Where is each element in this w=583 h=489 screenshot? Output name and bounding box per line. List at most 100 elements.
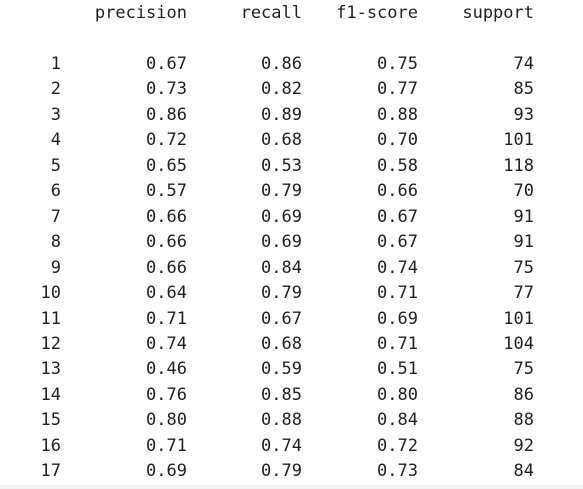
row-label: 16 [40, 435, 61, 456]
recall-value: 0.74 [261, 435, 302, 456]
precision-value: 0.65 [146, 155, 187, 176]
f1-score-value: 0.80 [377, 384, 418, 405]
header-recall: recall [240, 3, 302, 23]
table-row: 13 0.46 0.59 0.51 75 [0, 357, 583, 383]
f1-score-value: 0.66 [377, 181, 418, 202]
row-label: 1 [50, 54, 61, 74]
f1-score-value: 0.84 [377, 410, 418, 431]
support-value: 84 [513, 461, 534, 482]
support-value: 70 [513, 181, 534, 202]
recall-value: 0.88 [261, 410, 302, 431]
f1-score-value: 0.67 [377, 206, 418, 227]
precision-value: 0.66 [146, 232, 187, 253]
f1-score-value: 0.88 [377, 104, 418, 125]
precision-value: 0.69 [146, 461, 187, 482]
recall-value: 0.86 [261, 54, 302, 74]
row-label: 5 [50, 155, 61, 176]
support-value: 118 [503, 155, 534, 176]
table-row: 7 0.66 0.69 0.67 91 [0, 205, 583, 231]
table-row: 11 0.71 0.67 0.69 101 [0, 307, 583, 333]
f1-score-value: 0.71 [377, 333, 418, 354]
f1-score-value: 0.73 [377, 461, 418, 482]
bottom-divider [0, 485, 583, 489]
recall-value: 0.89 [261, 104, 302, 125]
recall-value: 0.68 [261, 130, 302, 151]
table-row: 17 0.69 0.79 0.73 84 [0, 459, 583, 485]
precision-value: 0.86 [146, 104, 187, 125]
precision-value: 0.67 [146, 54, 187, 74]
table-row: 16 0.71 0.74 0.72 92 [0, 434, 583, 460]
table-row: 5 0.65 0.53 0.58 118 [0, 154, 583, 180]
support-value: 93 [513, 104, 534, 125]
recall-value: 0.82 [261, 79, 302, 100]
table-row: 15 0.80 0.88 0.84 88 [0, 408, 583, 434]
row-label: 4 [50, 130, 61, 151]
row-label: 11 [40, 308, 61, 329]
row-label: 17 [40, 461, 61, 482]
precision-value: 0.71 [146, 435, 187, 456]
support-value: 75 [513, 257, 534, 278]
table-row: 12 0.74 0.68 0.71 104 [0, 332, 583, 358]
f1-score-value: 0.74 [377, 257, 418, 278]
recall-value: 0.68 [261, 333, 302, 354]
table-row: 14 0.76 0.85 0.80 86 [0, 383, 583, 409]
row-label: 14 [40, 384, 61, 405]
row-label: 9 [50, 257, 61, 278]
table-row: 2 0.73 0.82 0.77 85 [0, 77, 583, 103]
support-value: 92 [513, 435, 534, 456]
row-label: 7 [50, 206, 61, 227]
row-label: 12 [40, 333, 61, 354]
recall-value: 0.53 [261, 155, 302, 176]
table-row: 8 0.66 0.69 0.67 91 [0, 230, 583, 256]
recall-value: 0.69 [261, 232, 302, 253]
recall-value: 0.67 [261, 308, 302, 329]
recall-value: 0.79 [261, 283, 302, 304]
precision-value: 0.76 [146, 384, 187, 405]
header-row: precision recall f1-score support [0, 1, 583, 27]
recall-value: 0.84 [261, 257, 302, 278]
precision-value: 0.80 [146, 410, 187, 431]
recall-value: 0.79 [261, 461, 302, 482]
precision-value: 0.64 [146, 283, 187, 304]
support-value: 101 [503, 130, 534, 151]
row-label: 6 [50, 181, 61, 202]
precision-value: 0.72 [146, 130, 187, 151]
table-row: 4 0.72 0.68 0.70 101 [0, 128, 583, 154]
precision-value: 0.74 [146, 333, 187, 354]
precision-value: 0.57 [146, 181, 187, 202]
row-label: 3 [50, 104, 61, 125]
support-value: 77 [513, 283, 534, 304]
f1-score-value: 0.71 [377, 283, 418, 304]
row-label: 15 [40, 410, 61, 431]
support-value: 85 [513, 79, 534, 100]
support-value: 88 [513, 410, 534, 431]
support-value: 74 [513, 54, 534, 74]
support-value: 91 [513, 206, 534, 227]
support-value: 101 [503, 308, 534, 329]
support-value: 104 [503, 333, 534, 354]
f1-score-value: 0.58 [377, 155, 418, 176]
header-precision: precision [94, 3, 187, 23]
table-row: 3 0.86 0.89 0.88 93 [0, 103, 583, 129]
precision-value: 0.66 [146, 206, 187, 227]
f1-score-value: 0.67 [377, 232, 418, 253]
table-row: 6 0.57 0.79 0.66 70 [0, 179, 583, 205]
precision-value: 0.46 [146, 359, 187, 380]
row-label: 8 [50, 232, 61, 253]
row-label: 13 [40, 359, 61, 380]
recall-value: 0.59 [261, 359, 302, 380]
precision-value: 0.66 [146, 257, 187, 278]
f1-score-value: 0.69 [377, 308, 418, 329]
f1-score-value: 0.51 [377, 359, 418, 380]
header-f1-score: f1-score [336, 3, 418, 23]
f1-score-value: 0.70 [377, 130, 418, 151]
table-row: 10 0.64 0.79 0.71 77 [0, 281, 583, 307]
header-support: support [462, 3, 534, 23]
f1-score-value: 0.75 [377, 54, 418, 74]
table-row: 9 0.66 0.84 0.74 75 [0, 256, 583, 282]
row-label: 10 [40, 283, 61, 304]
support-value: 86 [513, 384, 534, 405]
table-row: 1 0.67 0.86 0.75 74 [0, 52, 583, 78]
f1-score-value: 0.72 [377, 435, 418, 456]
